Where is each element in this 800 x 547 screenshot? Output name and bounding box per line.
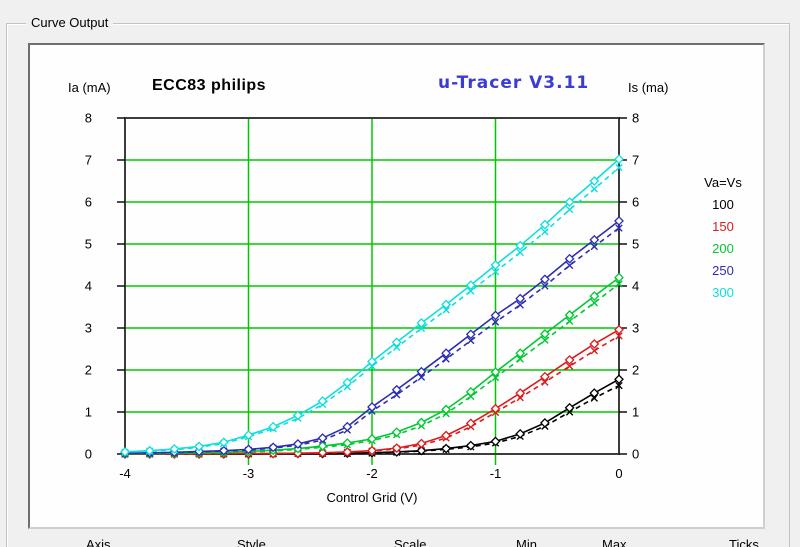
legend-item: 100 — [712, 197, 734, 212]
footer-label-min: Min — [516, 537, 537, 547]
legend-item: 300 — [712, 285, 734, 300]
svg-text:Control Grid (V): Control Grid (V) — [326, 490, 417, 505]
svg-text:4: 4 — [632, 279, 639, 294]
footer-label-scale: Scale — [394, 537, 427, 547]
svg-text:4: 4 — [85, 279, 92, 294]
curve-output-groupbox — [6, 23, 790, 547]
legend-title: Va=Vs — [704, 175, 742, 190]
footer-label-max: Max — [602, 537, 627, 547]
chart-title: ECC83 philips — [152, 77, 267, 94]
footer-label-style: Style — [237, 537, 266, 547]
svg-text:-1: -1 — [490, 466, 502, 481]
svg-text:1: 1 — [632, 405, 639, 420]
svg-text:0: 0 — [85, 447, 92, 462]
brand-logo: u-Tracer V3.11 — [438, 73, 590, 93]
svg-text:5: 5 — [632, 237, 639, 252]
svg-text:1: 1 — [85, 405, 92, 420]
svg-text:7: 7 — [632, 153, 639, 168]
svg-text:6: 6 — [632, 195, 639, 210]
svg-text:2: 2 — [85, 363, 92, 378]
svg-text:3: 3 — [85, 321, 92, 336]
left-axis-caption: Ia (mA) — [68, 80, 111, 95]
svg-text:5: 5 — [85, 237, 92, 252]
svg-text:-3: -3 — [243, 466, 255, 481]
svg-text:8: 8 — [85, 111, 92, 126]
legend-items: 100 150 200 250 300 — [696, 194, 750, 304]
svg-text:8: 8 — [632, 111, 639, 126]
right-axis-caption: Is (ma) — [628, 80, 669, 95]
footer-label-axis: Axis — [86, 537, 111, 547]
legend-item: 150 — [712, 219, 734, 234]
legend: Va=Vs 100 150 200 250 300 — [696, 172, 750, 304]
svg-text:6: 6 — [85, 195, 92, 210]
svg-text:0: 0 — [615, 466, 622, 481]
svg-text:-2: -2 — [366, 466, 378, 481]
groupbox-title: Curve Output — [26, 15, 114, 31]
svg-text:7: 7 — [85, 153, 92, 168]
legend-item: 250 — [712, 263, 734, 278]
svg-text:3: 3 — [632, 321, 639, 336]
svg-text:-4: -4 — [119, 466, 131, 481]
footer-label-ticks: Ticks — [729, 537, 759, 547]
svg-text:2: 2 — [632, 363, 639, 378]
svg-text:0: 0 — [632, 447, 639, 462]
legend-item: 200 — [712, 241, 734, 256]
